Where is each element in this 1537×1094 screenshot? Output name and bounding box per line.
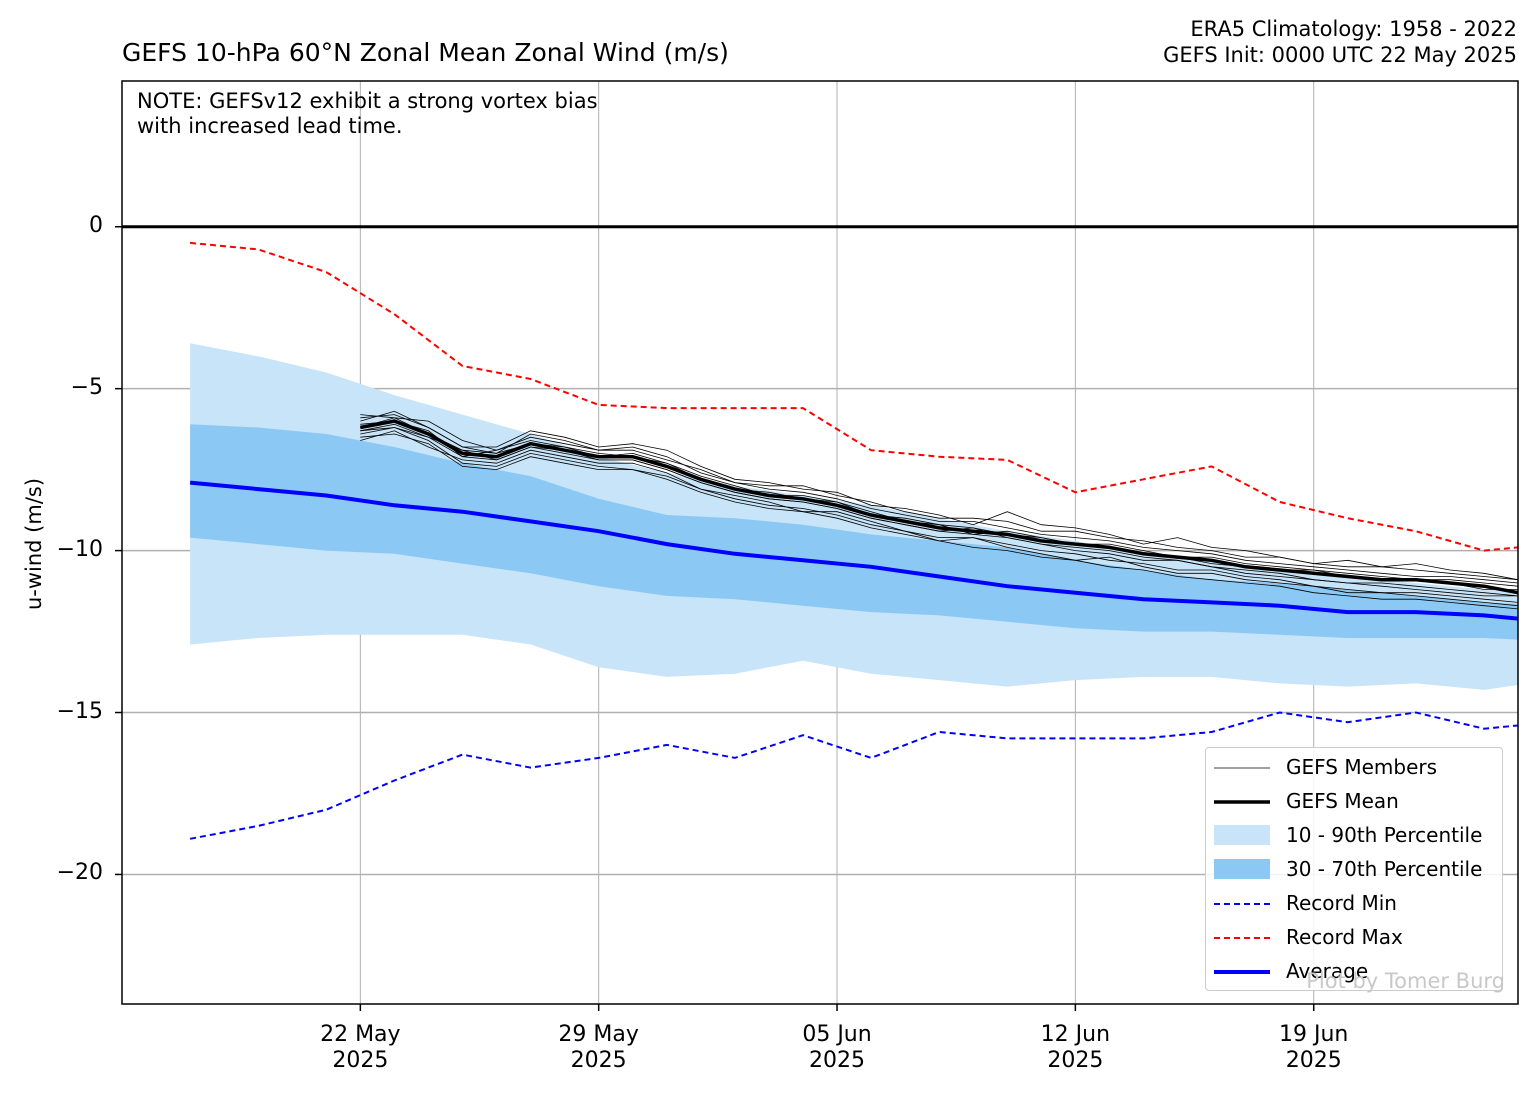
gefs-member-line (360, 433, 1518, 610)
note-line-2: with increased lead time. (137, 114, 403, 138)
gefs-member-line (360, 410, 1518, 581)
legend-item-p10-90: 10 - 90th Percentile (1214, 822, 1502, 848)
note-line-1: NOTE: GEFSv12 exhibit a strong vortex bi… (137, 89, 598, 113)
legend-label: 30 - 70th Percentile (1286, 857, 1483, 881)
axis-ticks (115, 225, 1315, 1011)
x-tick-label: 12 Jun 2025 (1005, 1022, 1145, 1074)
gefs-member-line (360, 417, 1518, 587)
bias-note: NOTE: GEFSv12 exhibit a strong vortex bi… (137, 89, 598, 139)
legend: GEFS Members GEFS Mean 10 - 90th Percent… (1205, 747, 1503, 991)
legend-item-record-max: Record Max (1214, 924, 1502, 950)
credit-watermark: Plot by Tomer Burg (1306, 969, 1505, 993)
percentile-bands (190, 343, 1518, 690)
summary-lines (122, 225, 1518, 840)
x-tick-date: 22 May (320, 1022, 401, 1047)
gefs-member-line (360, 430, 1518, 603)
record-min-swatch (1214, 903, 1270, 905)
record-max-swatch (1214, 937, 1270, 939)
x-tick-date: 19 Jun (1279, 1022, 1349, 1047)
gefs-members (360, 410, 1518, 610)
legend-item-members: GEFS Members (1214, 754, 1502, 780)
average-line (189, 480, 1518, 621)
average-swatch (1214, 970, 1270, 974)
init-label: GEFS Init: 0000 UTC 22 May 2025 (1163, 43, 1517, 67)
legend-label: GEFS Members (1286, 755, 1438, 779)
legend-item-p30-70: 30 - 70th Percentile (1214, 856, 1502, 882)
x-tick-label: 19 Jun 2025 (1244, 1022, 1384, 1074)
y-tick-label: −10 (56, 536, 103, 562)
x-tick-label: 22 May 2025 (290, 1022, 430, 1074)
record-max-line (190, 241, 1518, 552)
band-30-70 (190, 424, 1518, 640)
x-tick-label: 29 May 2025 (529, 1022, 669, 1074)
y-tick-label: −5 (70, 374, 103, 400)
gefs-member-line (360, 414, 1518, 581)
x-tick-year: 2025 (1047, 1048, 1104, 1073)
x-tick-year: 2025 (332, 1048, 389, 1073)
x-tick-date: 12 Jun (1040, 1022, 1111, 1047)
x-tick-date: 29 May (558, 1022, 639, 1047)
p10-90-swatch (1214, 825, 1270, 845)
legend-item-average: Average (1214, 958, 1502, 984)
legend-label: Record Min (1286, 891, 1397, 915)
legend-item-mean: GEFS Mean (1214, 788, 1502, 814)
legend-label: GEFS Mean (1286, 789, 1399, 813)
x-tick-label: 05 Jun 2025 (767, 1022, 907, 1074)
legend-label: Record Max (1286, 925, 1403, 949)
climatology-label: ERA5 Climatology: 1958 - 2022 (1190, 17, 1517, 41)
x-tick-date: 05 Jun (802, 1022, 872, 1047)
x-tick-year: 2025 (1285, 1048, 1342, 1073)
legend-item-record-min: Record Min (1214, 890, 1502, 916)
chart-title: GEFS 10-hPa 60°N Zonal Mean Zonal Wind (… (122, 38, 729, 67)
y-tick-label: 0 (89, 212, 103, 238)
gefs-mean-line (359, 419, 1518, 595)
y-tick-label: −15 (56, 698, 103, 724)
legend-label: Average (1286, 959, 1369, 983)
mean-swatch (1214, 800, 1270, 804)
legend-label: 10 - 90th Percentile (1286, 823, 1483, 847)
members-swatch (1214, 767, 1270, 769)
gefs-member-line (360, 414, 1518, 584)
gefs-member-line (360, 427, 1518, 597)
p30-70-swatch (1214, 859, 1270, 879)
y-tick-label: −20 (56, 860, 103, 886)
x-tick-year: 2025 (809, 1048, 866, 1073)
x-tick-year: 2025 (570, 1048, 627, 1073)
chart-meta: ERA5 Climatology: 1958 - 2022 GEFS Init:… (1163, 16, 1517, 68)
plot-frame (121, 80, 1519, 1005)
